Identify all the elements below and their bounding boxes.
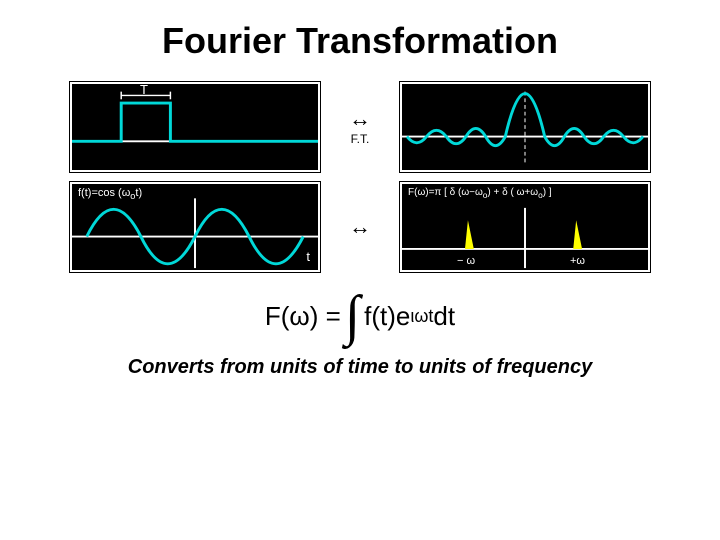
ft-arrow-top: ↔ F.T. [325, 82, 395, 172]
integral-icon: ∫ [345, 297, 360, 336]
pos-omega-label: +ω [570, 255, 585, 267]
formula-lhs: F(ω) = [265, 301, 341, 332]
delta-formula-label: F(ω)=π [ δ (ω−ωo) + δ ( ω+ωo) ] [408, 187, 552, 200]
panel-delta-pair: F(ω)=π [ δ (ω−ωo) + δ ( ω+ωo) ] − ω +ω [400, 182, 650, 272]
formula-integrand-b: dt [433, 301, 455, 332]
ft-arrow-bottom: ↔ [325, 182, 395, 272]
neg-omega-label: − ω [457, 255, 475, 267]
panel-sinc [400, 82, 650, 172]
diagram-grid: T ↔ F.T. f(t)=cos (ωot) t [70, 82, 650, 272]
panel-cosine: f(t)=cos (ωot) t [70, 182, 320, 272]
formula-exponent: ιωt [410, 306, 433, 327]
t-period-label: T [140, 82, 148, 97]
double-arrow-icon: ↔ [349, 216, 371, 238]
panel-rect-pulse: T [70, 82, 320, 172]
double-arrow-icon: ↔ [349, 108, 371, 130]
page-title: Fourier Transformation [50, 20, 670, 62]
formula-integrand-a: f(t)e [364, 301, 410, 332]
t-axis-label: t [306, 249, 310, 264]
ft-label: F.T. [351, 132, 370, 146]
caption: Converts from units of time to units of … [50, 356, 670, 379]
cosine-formula-label: f(t)=cos (ωot) [78, 187, 142, 201]
fourier-formula: F(ω) = ∫ f(t)eιωtdt [50, 297, 670, 336]
